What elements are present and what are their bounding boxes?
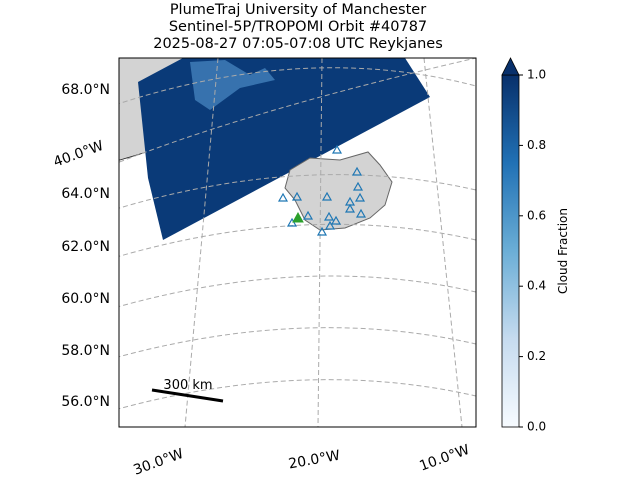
scale-bar — [151, 388, 224, 403]
colorbar-tick-label: 0.0 — [527, 420, 546, 434]
lat-label: 56.0°N — [61, 394, 110, 410]
colorbar-tick-label: 0.4 — [527, 279, 546, 293]
lon-label: 20.0°W — [287, 448, 341, 473]
cloud-patch — [190, 60, 275, 110]
lon-label: 40.0°W — [51, 138, 105, 171]
lat-label: 68.0°N — [61, 82, 110, 98]
scale-bar-label: 300 km — [163, 378, 212, 393]
lat-label: 58.0°N — [61, 343, 110, 359]
lat-label: 64.0°N — [61, 186, 110, 202]
volcano-markers — [277, 144, 367, 236]
colorbar-tick-label: 0.8 — [527, 138, 546, 152]
colorbar-extend — [501, 57, 520, 76]
reykjanes-marker — [292, 211, 304, 223]
colorbar-body — [501, 74, 520, 428]
iceland — [284, 151, 393, 231]
lat-label: 62.0°N — [61, 239, 110, 255]
colorbar-tick-label: 0.2 — [527, 349, 546, 363]
colorbar-label: Cloud Fraction — [556, 208, 570, 294]
title-line: Sentinel-5P/TROPOMI Orbit #40787 — [169, 19, 427, 35]
title-line: PlumeTraj University of Manchester — [170, 2, 426, 18]
map-frame — [118, 57, 477, 428]
lat-label: 60.0°N — [61, 291, 110, 307]
title-line: 2025-08-27 07:05-07:08 UTC Reykjanes — [153, 36, 443, 52]
colorbar-tick-label: 1.0 — [527, 68, 546, 82]
lon-label: 30.0°W — [131, 446, 185, 479]
satellite-swath — [138, 58, 430, 240]
colorbar-tick-label: 0.6 — [527, 208, 546, 222]
colorbar: Cloud Fraction 0.0 0.2 0.4 0.6 0.8 1.0 — [501, 57, 570, 434]
lon-label: 10.0°W — [417, 442, 471, 475]
map — [119, 58, 476, 427]
